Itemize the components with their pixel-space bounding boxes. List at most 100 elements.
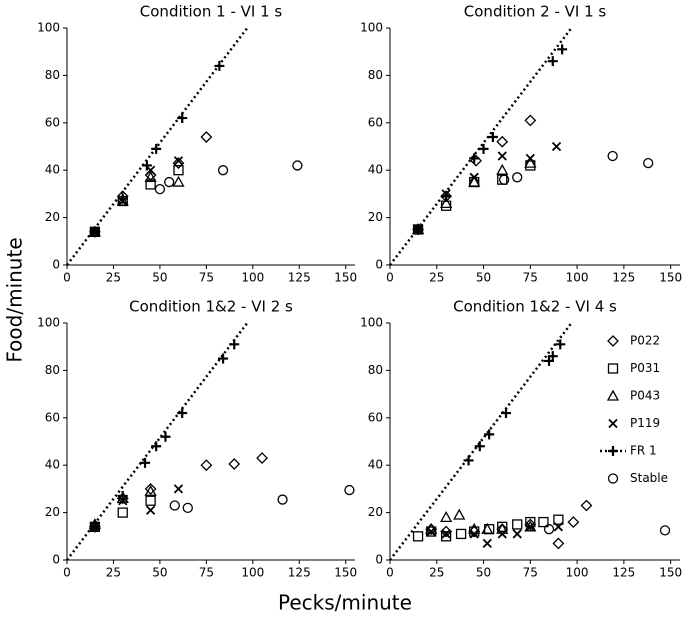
marker-x xyxy=(553,522,564,532)
legend-label: P022 xyxy=(630,334,660,348)
marker-triangle xyxy=(468,175,481,187)
marker-triangle xyxy=(524,156,537,168)
marker-plus xyxy=(214,60,225,71)
marker-plus xyxy=(160,431,171,442)
marker-square xyxy=(173,165,184,176)
marker-diamond xyxy=(228,458,241,470)
marker-plus xyxy=(463,455,474,466)
marker-plus xyxy=(484,429,495,440)
x-tick-label: 25 xyxy=(106,271,121,285)
marker-plus xyxy=(547,56,558,67)
y-tick-label: 80 xyxy=(368,68,383,82)
x-tick-label: 25 xyxy=(106,566,121,580)
marker-square xyxy=(412,531,424,542)
marker-circle xyxy=(643,157,654,169)
marker-x xyxy=(173,156,184,166)
marker-plus xyxy=(478,143,489,154)
marker-plus xyxy=(501,408,511,419)
x-tick-label: 125 xyxy=(288,271,311,285)
marker-triangle xyxy=(144,170,157,182)
x-tick-label: 100 xyxy=(566,566,589,580)
y-tick-label: 20 xyxy=(45,505,60,519)
marker-triangle xyxy=(440,511,453,522)
marker-circle xyxy=(659,525,671,536)
marker-square xyxy=(145,179,156,190)
x-tick-label: 150 xyxy=(659,271,682,285)
marker-plus xyxy=(89,521,100,532)
marker-plus xyxy=(218,353,229,364)
marker-x xyxy=(608,418,618,429)
y-tick-label: 0 xyxy=(52,553,60,567)
marker-x xyxy=(512,529,522,539)
x-tick-label: 50 xyxy=(476,271,491,285)
legend-label: P031 xyxy=(630,361,660,375)
y-tick-label: 0 xyxy=(52,258,60,272)
marker-plus xyxy=(413,224,424,235)
x-tick-label: 0 xyxy=(63,566,71,580)
marker-plus xyxy=(608,446,618,456)
marker-square xyxy=(440,200,452,211)
marker-x xyxy=(426,526,436,537)
x-tick-label: 0 xyxy=(386,271,394,285)
marker-x xyxy=(469,529,479,539)
x-tick-label: 125 xyxy=(612,271,635,285)
marker-circle xyxy=(607,473,619,484)
marker-circle xyxy=(512,172,523,183)
y-tick-label: 80 xyxy=(45,68,60,82)
marker-triangle xyxy=(496,163,509,175)
marker-diamond xyxy=(580,499,593,512)
x-tick-label: 150 xyxy=(659,566,682,580)
y-tick-label: 0 xyxy=(375,258,383,272)
marker-plus xyxy=(151,441,162,452)
x-tick-label: 125 xyxy=(288,566,311,580)
marker-diamond xyxy=(200,131,213,143)
x-tick-label: 100 xyxy=(241,566,264,580)
marker-diamond xyxy=(256,452,269,465)
y-tick-label: 40 xyxy=(45,163,60,177)
y-tick-label: 40 xyxy=(368,163,383,177)
y-tick-label: 0 xyxy=(375,553,383,567)
marker-square xyxy=(607,363,619,374)
marker-diamond xyxy=(567,516,580,528)
y-tick-label: 20 xyxy=(45,210,60,224)
y-tick-label: 100 xyxy=(37,316,60,330)
marker-circle xyxy=(217,165,229,176)
x-tick-label: 125 xyxy=(612,566,635,580)
marker-circle xyxy=(498,174,510,185)
marker-circle xyxy=(344,484,355,496)
marker-circle xyxy=(164,176,175,188)
x-tick-label: 150 xyxy=(334,566,357,580)
marker-circle xyxy=(292,160,303,171)
x-tick-label: 150 xyxy=(334,271,357,285)
legend-label: FR 1 xyxy=(630,444,657,458)
panel-title: Condition 1 - VI 1 s xyxy=(140,3,283,21)
legend-label: P119 xyxy=(630,416,660,430)
x-tick-label: 50 xyxy=(476,566,491,580)
marker-plus xyxy=(140,457,151,468)
x-tick-label: 75 xyxy=(199,566,214,580)
marker-x xyxy=(497,151,507,161)
x-tick-label: 100 xyxy=(241,271,264,285)
marker-triangle xyxy=(144,484,157,496)
panel-title: Condition 2 - VI 1 s xyxy=(464,3,607,21)
x-tick-label: 0 xyxy=(63,271,71,285)
y-tick-label: 60 xyxy=(45,115,60,129)
marker-triangle xyxy=(481,522,494,534)
marker-plus xyxy=(474,441,485,452)
marker-triangle xyxy=(440,197,453,209)
x-tick-label: 0 xyxy=(386,566,394,580)
marker-plus xyxy=(151,143,162,154)
marker-plus xyxy=(177,113,188,124)
x-tick-label: 25 xyxy=(429,566,444,580)
y-tick-label: 80 xyxy=(368,363,383,377)
x-tick-label: 50 xyxy=(152,566,167,580)
marker-plus xyxy=(441,191,452,202)
panel-title: Condition 1&2 - VI 2 s xyxy=(129,298,293,316)
y-tick-label: 60 xyxy=(368,115,383,129)
y-tick-label: 60 xyxy=(45,410,60,424)
marker-circle xyxy=(543,524,555,535)
x-tick-label: 100 xyxy=(566,271,589,285)
marker-x xyxy=(525,522,535,532)
marker-diamond xyxy=(496,135,509,148)
